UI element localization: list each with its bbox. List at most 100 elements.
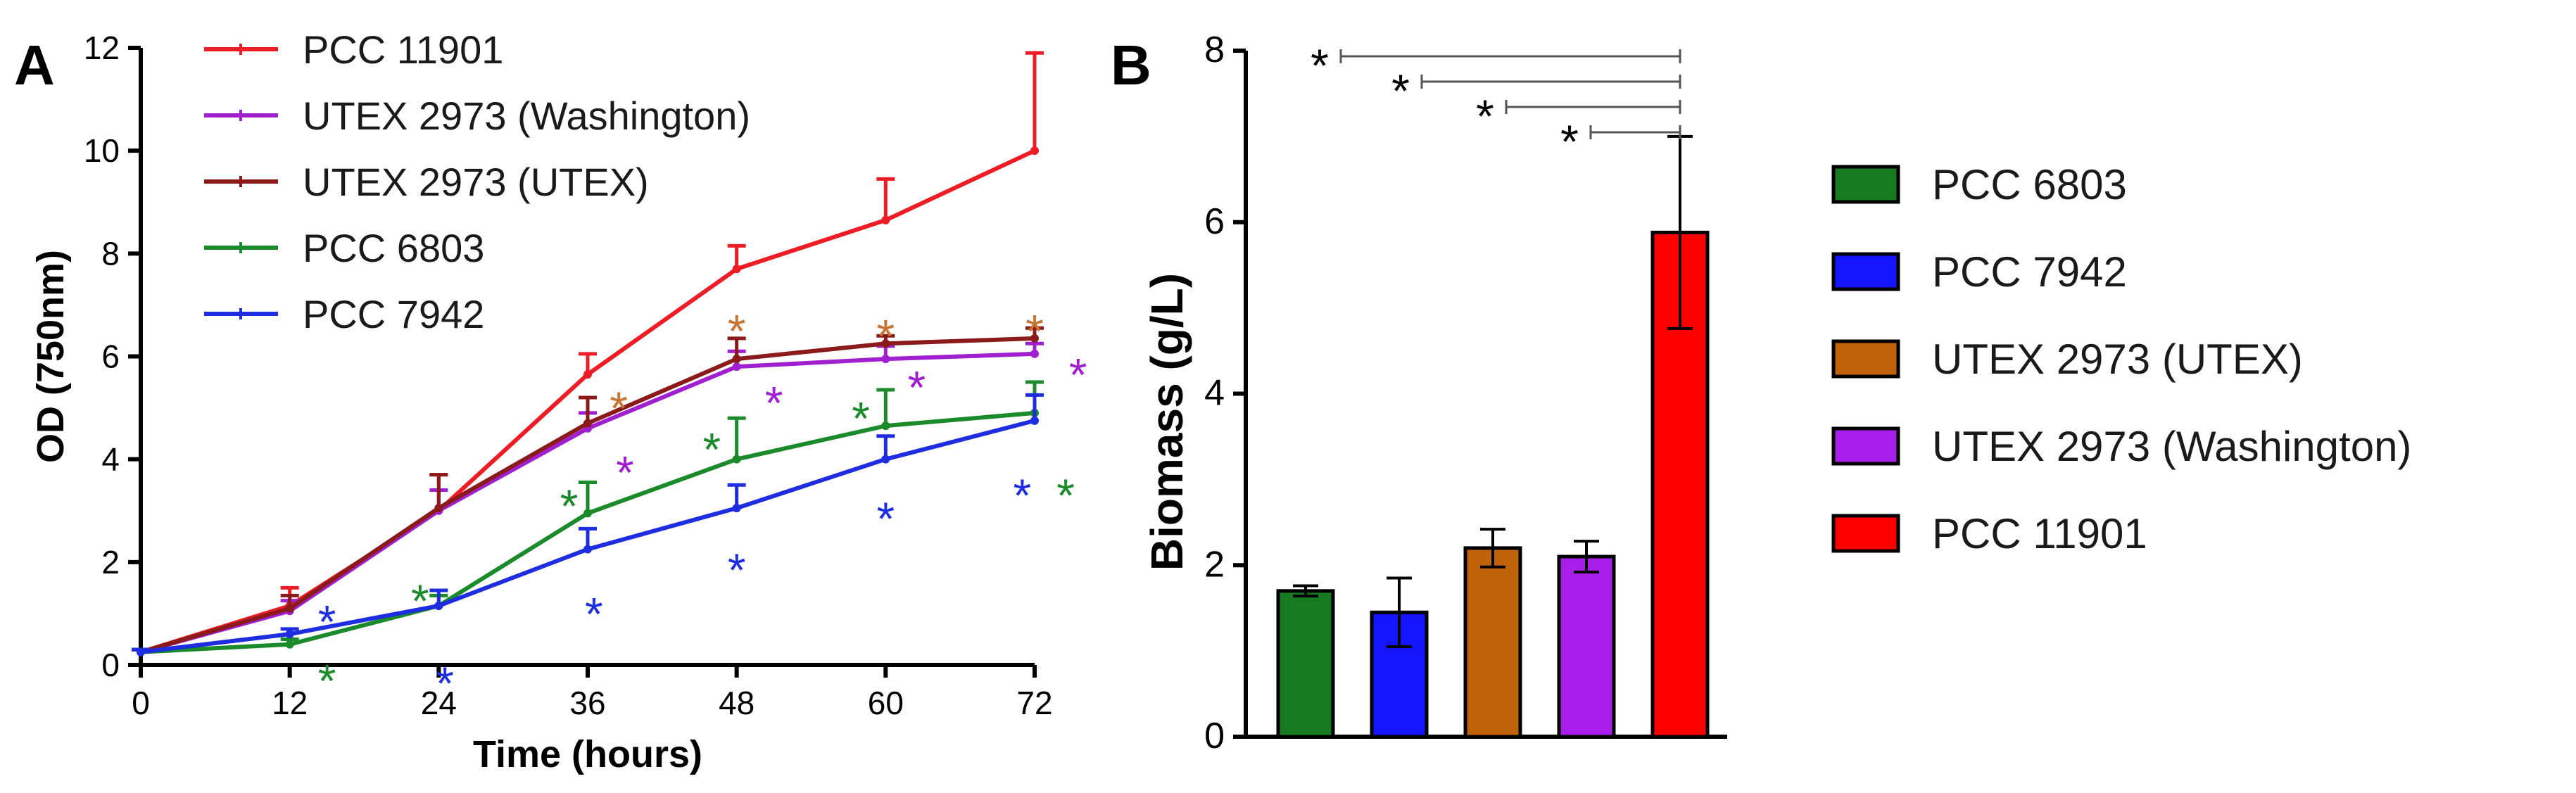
panel-a-significance-star: * [1069,348,1087,400]
panel-a-data-point [732,265,741,274]
panel-b-bar [1557,554,1616,739]
panel-b-bar [1276,589,1335,739]
panel-a-data-point [881,215,890,224]
panel-a-y-tick-label: 0 [101,647,120,683]
panel-a-data-point [583,419,592,428]
panel-b-y-tick-label: 6 [1204,201,1225,242]
panel-a-data-point [732,362,741,372]
panel-a-x-tick-label: 24 [421,685,457,721]
panel-b-bar-chart: B Biomass (g/L) 0 2 4 6 8 * * * * PCC 6803 PCC 7… [1111,30,2411,756]
panel-b-y-tick-label: 4 [1204,373,1225,414]
panel-b-legend-label: UTEX 2973 (UTEX) [1932,336,2303,383]
panel-a-data-point [881,455,890,464]
panel-a-significance-star: * [728,305,746,357]
panel-b-significance-star: * [1560,115,1579,167]
panel-b-significance-star: * [1311,39,1329,91]
panel-a-data-point [881,421,890,431]
panel-b-y-tick-label: 8 [1204,30,1225,70]
panel-a-x-tick-label: 12 [272,685,308,721]
panel-a-significance-star: * [876,310,895,362]
panel-a-significance-star: * [616,446,634,498]
panel-a-legend-label: PCC 11901 [303,27,503,72]
panel-a-x-tick-label: 72 [1016,685,1052,721]
panel-b-legend-swatch [1831,339,1900,379]
panel-a-data-point [732,355,741,364]
panel-a-data-point [732,504,741,513]
panel-a-legend: PCC 11901 UTEX 2973 (Washington) UTEX 2973… [204,27,750,336]
panel-a-x-tick-label: 0 [132,685,150,721]
panel-a-x-axis-label: Time (hours) [473,733,702,775]
panel-a-y-tick-label: 6 [101,338,120,375]
panel-a-data-point [137,647,145,656]
panel-a-data-point [285,630,294,639]
panel-a-data-point [285,640,294,649]
panel-b-legend-label: PCC 7942 [1932,248,2127,296]
panel-b-bars [1276,134,1710,739]
panel-a-series-4 [132,393,1044,656]
panel-a-data-point [1030,146,1039,156]
panel-a-significance-star: * [728,544,746,596]
panel-a-y-tick-label: 2 [101,544,120,581]
panel-a-significance-marks: ******************* * [318,305,1087,709]
panel-a-significance-star: * [1014,469,1032,521]
panel-b-legend: PCC 6803 PCC 7942 UTEX 2973 (UTEX) UTEX 297… [1831,161,2411,557]
panel-b-legend-swatch [1831,165,1900,204]
panel-a-data-point [583,509,592,518]
panel-a-data-point [285,604,294,613]
panel-a-x-tick-label: 36 [569,685,605,721]
panel-b-legend-label: PCC 11901 [1932,510,2147,557]
panel-b-legend-swatch [1831,426,1900,466]
panel-a-legend-label: PCC 6803 [303,226,484,270]
panel-a-y-tick-label: 8 [101,235,120,272]
panel-a-significance-star: * [1056,469,1075,521]
panel-b-y-tick-label: 2 [1204,544,1225,585]
panel-a-x-tick-label: 60 [868,685,904,721]
panel-a-legend-label: UTEX 2973 (Washington) [303,94,750,138]
panel-a-significance-star: * [610,382,628,434]
panel-b-bar [1463,546,1522,739]
panel-a-series-3 [132,380,1044,656]
panel-a-significance-star: * [876,493,895,545]
panel-b-legend-label: PCC 6803 [1932,161,2127,208]
panel-a-y-tick-label: 12 [84,30,120,66]
panel-b-significance-brackets: * * * * [1311,39,1681,167]
panel-a-data-point [1030,416,1039,425]
panel-b-significance-star: * [1476,90,1494,142]
panel-a-data-point [732,455,741,464]
panel-a-significance-star: * [908,362,926,414]
panel-a-data-point [881,339,890,348]
panel-a-y-axis-label: OD (750nm) [30,250,72,463]
panel-a-data-point [583,370,592,379]
panel-b-label: B [1111,34,1151,96]
panel-b-legend-swatch [1831,252,1900,291]
panel-a-data-point [583,545,592,554]
panel-b-significance-star: * [1391,65,1410,117]
panel-b-y-axis-label: Biomass (g/L) [1142,273,1192,571]
panel-b-legend-label: UTEX 2973 (Washington) [1932,423,2411,470]
panel-a-significance-star: * [585,588,603,640]
panel-a-series-0 [132,51,1044,656]
panel-a-significance-star: * [852,393,870,445]
panel-a-series [132,51,1044,656]
panel-a-x-tick-label: 48 [719,685,755,721]
panel-a-data-point [434,601,443,610]
panel-a-significance-star: * [765,377,783,429]
panel-a-significance-star: * [436,657,454,709]
panel-a-label: A [14,34,55,96]
panel-a-data-point [1030,349,1039,358]
panel-a-legend-label: PCC 7942 [303,292,484,336]
panel-a-data-point [434,504,443,513]
panel-a-significance-star: * [1025,305,1044,357]
panel-a-significance-star: * [411,575,429,627]
panel-b-y-tick-label: 0 [1204,716,1225,756]
panel-a-series-2 [132,326,1044,656]
panel-b-legend-swatch [1831,514,1900,553]
panel-a-data-point [881,355,890,364]
panel-a-data-point [1030,334,1039,343]
panel-a-legend-label: UTEX 2973 (UTEX) [303,160,649,204]
panel-a-significance-star: * [703,423,721,475]
panel-a-y-tick-label: 10 [84,132,120,169]
